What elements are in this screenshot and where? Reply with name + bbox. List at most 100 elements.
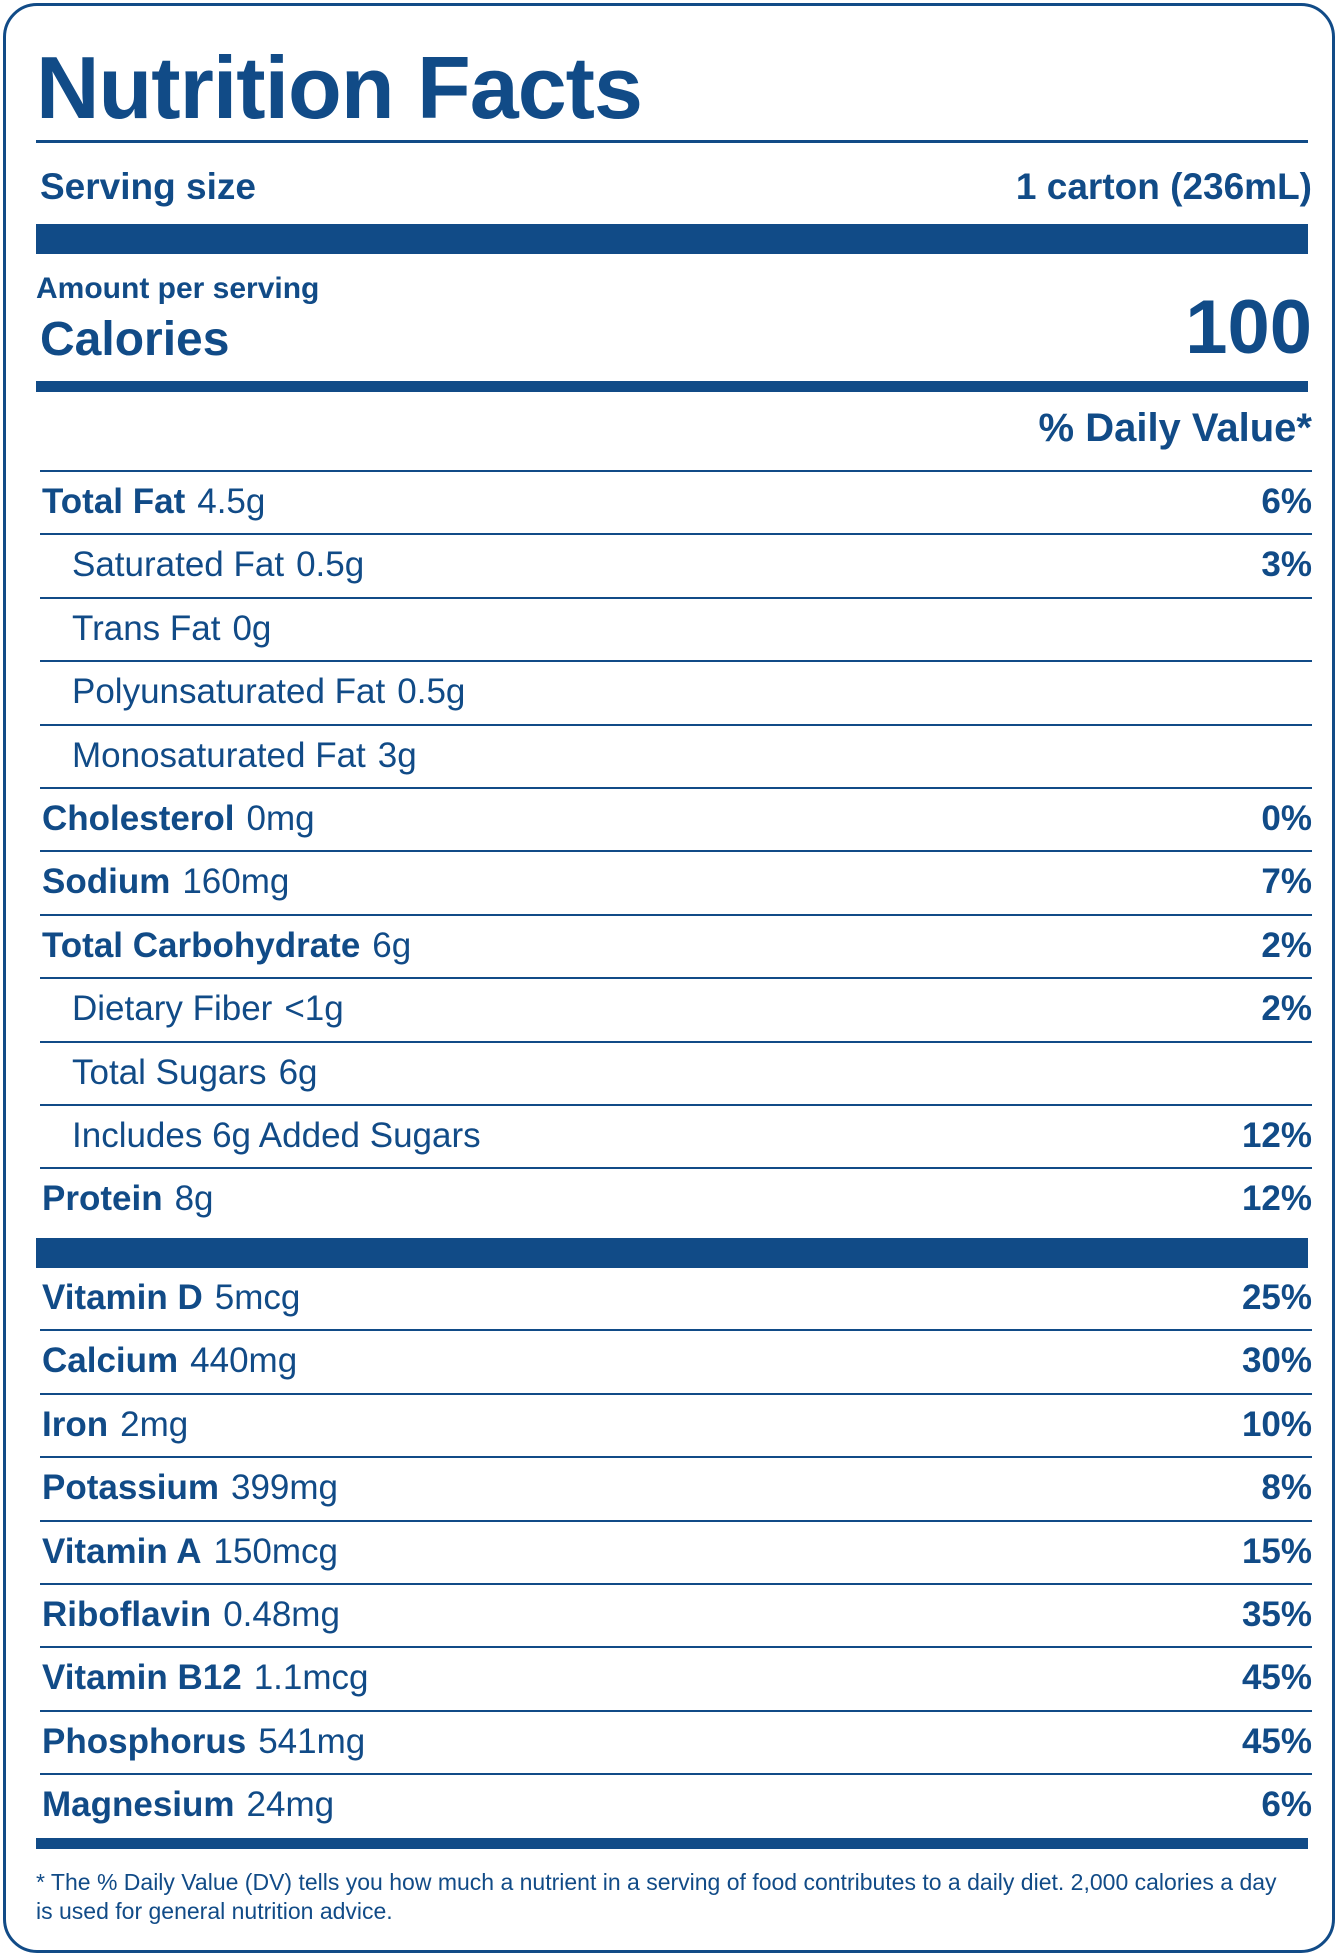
row-label: Dietary Fiber <1g <box>72 989 344 1029</box>
nutrient-name: Total Fat <box>42 482 186 521</box>
nutrient-amount: 440mg <box>190 1341 298 1381</box>
vitamin-list: Vitamin D 5mcg 25% Calcium 440mg 30% Iron 2mg 10… <box>40 1268 1312 1839</box>
row-label: Saturated Fat 0.5g <box>72 545 364 585</box>
row-label: Includes 6g Added Sugars <box>72 1116 481 1156</box>
nutrient-amount: 541mg <box>258 1721 366 1761</box>
row-label: Monosaturated Fat 3g <box>72 736 417 776</box>
nutrient-name: Vitamin B12 <box>42 1658 242 1698</box>
row-label: Protein 8g <box>42 1179 214 1219</box>
thick-divider-vitamins <box>36 1238 1308 1268</box>
nutrient-amount: 0.5g <box>296 545 365 585</box>
daily-value-percent: 6% <box>1261 1785 1312 1825</box>
row-label: Trans Fat 0g <box>72 609 271 649</box>
nutrient-name: Includes 6g Added Sugars <box>72 1115 481 1155</box>
nutrient-amount: 0.5g <box>397 672 466 712</box>
row-label: Iron 2mg <box>42 1405 188 1445</box>
nutrient-name: Vitamin A <box>42 1531 202 1571</box>
vitamin-row: Calcium 440mg 30% <box>40 1331 1312 1395</box>
nutrient-name: Cholesterol <box>42 798 235 838</box>
nutrient-name: Dietary Fiber <box>72 989 273 1029</box>
row-label: Vitamin A 150mcg <box>42 1532 338 1572</box>
vitamin-row: Riboflavin 0.48mg 35% <box>40 1585 1312 1649</box>
vitamin-row: Phosphorus 541mg 45% <box>40 1712 1312 1776</box>
nutrient-amount: 399mg <box>231 1468 339 1508</box>
nutrient-row: Polyunsaturated Fat 0.5g <box>40 662 1312 726</box>
nutrient-name: Riboflavin <box>42 1594 212 1634</box>
nutrient-name: Magnesium <box>42 1785 235 1825</box>
nutrient-row: Sodium 160mg 7% <box>40 852 1312 916</box>
nutrient-row: Includes 6g Added Sugars 12% <box>40 1106 1312 1170</box>
row-label: Calcium 440mg <box>42 1341 297 1381</box>
footnote: * The % Daily Value (DV) tells you how m… <box>36 1869 1277 1924</box>
daily-value-percent: 6% <box>1261 482 1312 521</box>
nutrient-row: Saturated Fat 0.5g 3% <box>40 535 1312 599</box>
nutrient-amount: 0mg <box>246 798 315 838</box>
row-label: Cholesterol 0mg <box>42 799 315 839</box>
daily-value-percent: 30% <box>1241 1341 1312 1381</box>
nutrient-amount: 8g <box>174 1179 214 1219</box>
daily-value-percent: 45% <box>1241 1721 1312 1761</box>
nutrient-name: Sodium <box>42 862 171 902</box>
calories-divider <box>36 381 1308 392</box>
nutrient-amount: 3g <box>377 735 417 775</box>
serving-size-value: 1 carton (236mL) <box>1015 166 1312 207</box>
row-label: Vitamin D 5mcg <box>42 1278 300 1318</box>
nutrient-amount: 5mcg <box>214 1278 301 1317</box>
row-label: Vitamin B12 1.1mcg <box>42 1658 369 1698</box>
nutrient-amount: 0g <box>232 608 272 648</box>
nutrient-row: Total Sugars 6g <box>40 1043 1312 1106</box>
title-divider <box>36 140 1308 143</box>
nutrient-name: Total Carbohydrate <box>42 925 361 965</box>
calories-value: 100 <box>1185 285 1312 370</box>
daily-value-percent: 8% <box>1261 1468 1312 1508</box>
row-label: Total Carbohydrate 6g <box>42 926 411 966</box>
vitamin-row: Vitamin A 150mcg 15% <box>40 1522 1312 1585</box>
daily-value-percent: 2% <box>1261 925 1312 965</box>
daily-value-header: % Daily Value* <box>1038 406 1312 450</box>
nutrient-row: Dietary Fiber <1g 2% <box>40 979 1312 1043</box>
daily-value-percent: 15% <box>1241 1531 1312 1571</box>
label-title: Nutrition Facts <box>36 38 643 137</box>
bottom-divider <box>36 1838 1308 1849</box>
serving-size-row: Serving size 1 carton (236mL) <box>40 160 1312 210</box>
row-label: Sodium 160mg <box>42 862 289 902</box>
nutrient-amount: 24mg <box>246 1785 335 1825</box>
daily-value-percent: 25% <box>1241 1278 1312 1317</box>
nutrient-amount: 6g <box>372 925 412 965</box>
row-label: Total Sugars 6g <box>72 1053 318 1093</box>
daily-value-percent: 3% <box>1261 545 1312 585</box>
thick-divider-top <box>36 224 1308 254</box>
calories-label: Calories <box>40 313 230 366</box>
daily-value-percent: 12% <box>1241 1115 1312 1155</box>
nutrient-name: Saturated Fat <box>72 545 285 585</box>
nutrient-amount: 160mg <box>182 862 290 902</box>
nutrient-list: Total Fat 4.5g 6% Saturated Fat 0.5g 3% Trans … <box>40 472 1312 1233</box>
nutrient-amount: 4.5g <box>197 482 266 521</box>
daily-value-percent: 0% <box>1261 798 1312 838</box>
nutrient-amount: 0.48mg <box>223 1594 340 1634</box>
row-label: Total Fat 4.5g <box>42 482 265 522</box>
nutrient-name: Trans Fat <box>72 608 221 648</box>
nutrient-name: Phosphorus <box>42 1721 247 1761</box>
nutrient-name: Iron <box>42 1404 109 1444</box>
nutrient-name: Polyunsaturated Fat <box>72 672 386 712</box>
header-divider <box>40 470 1312 472</box>
nutrient-name: Potassium <box>42 1468 219 1508</box>
vitamin-row: Vitamin B12 1.1mcg 45% <box>40 1648 1312 1712</box>
vitamin-row: Potassium 399mg 8% <box>40 1458 1312 1522</box>
nutrient-amount: 1.1mcg <box>253 1658 369 1698</box>
row-label: Magnesium 24mg <box>42 1785 334 1825</box>
nutrient-name: Calcium <box>42 1341 179 1381</box>
daily-value-percent: 12% <box>1241 1179 1312 1219</box>
serving-size-label: Serving size <box>40 166 256 207</box>
nutrient-amount: <1g <box>284 989 344 1029</box>
nutrient-row: Total Carbohydrate 6g 2% <box>40 916 1312 980</box>
row-label: Riboflavin 0.48mg <box>42 1595 340 1635</box>
daily-value-percent: 45% <box>1241 1658 1312 1698</box>
nutrient-name: Vitamin D <box>42 1278 203 1317</box>
nutrient-amount: 150mcg <box>213 1531 339 1571</box>
vitamin-row: Magnesium 24mg 6% <box>40 1775 1312 1838</box>
row-label: Phosphorus 541mg <box>42 1722 365 1762</box>
nutrient-amount: 2mg <box>120 1404 189 1444</box>
nutrient-name: Total Sugars <box>72 1052 267 1092</box>
